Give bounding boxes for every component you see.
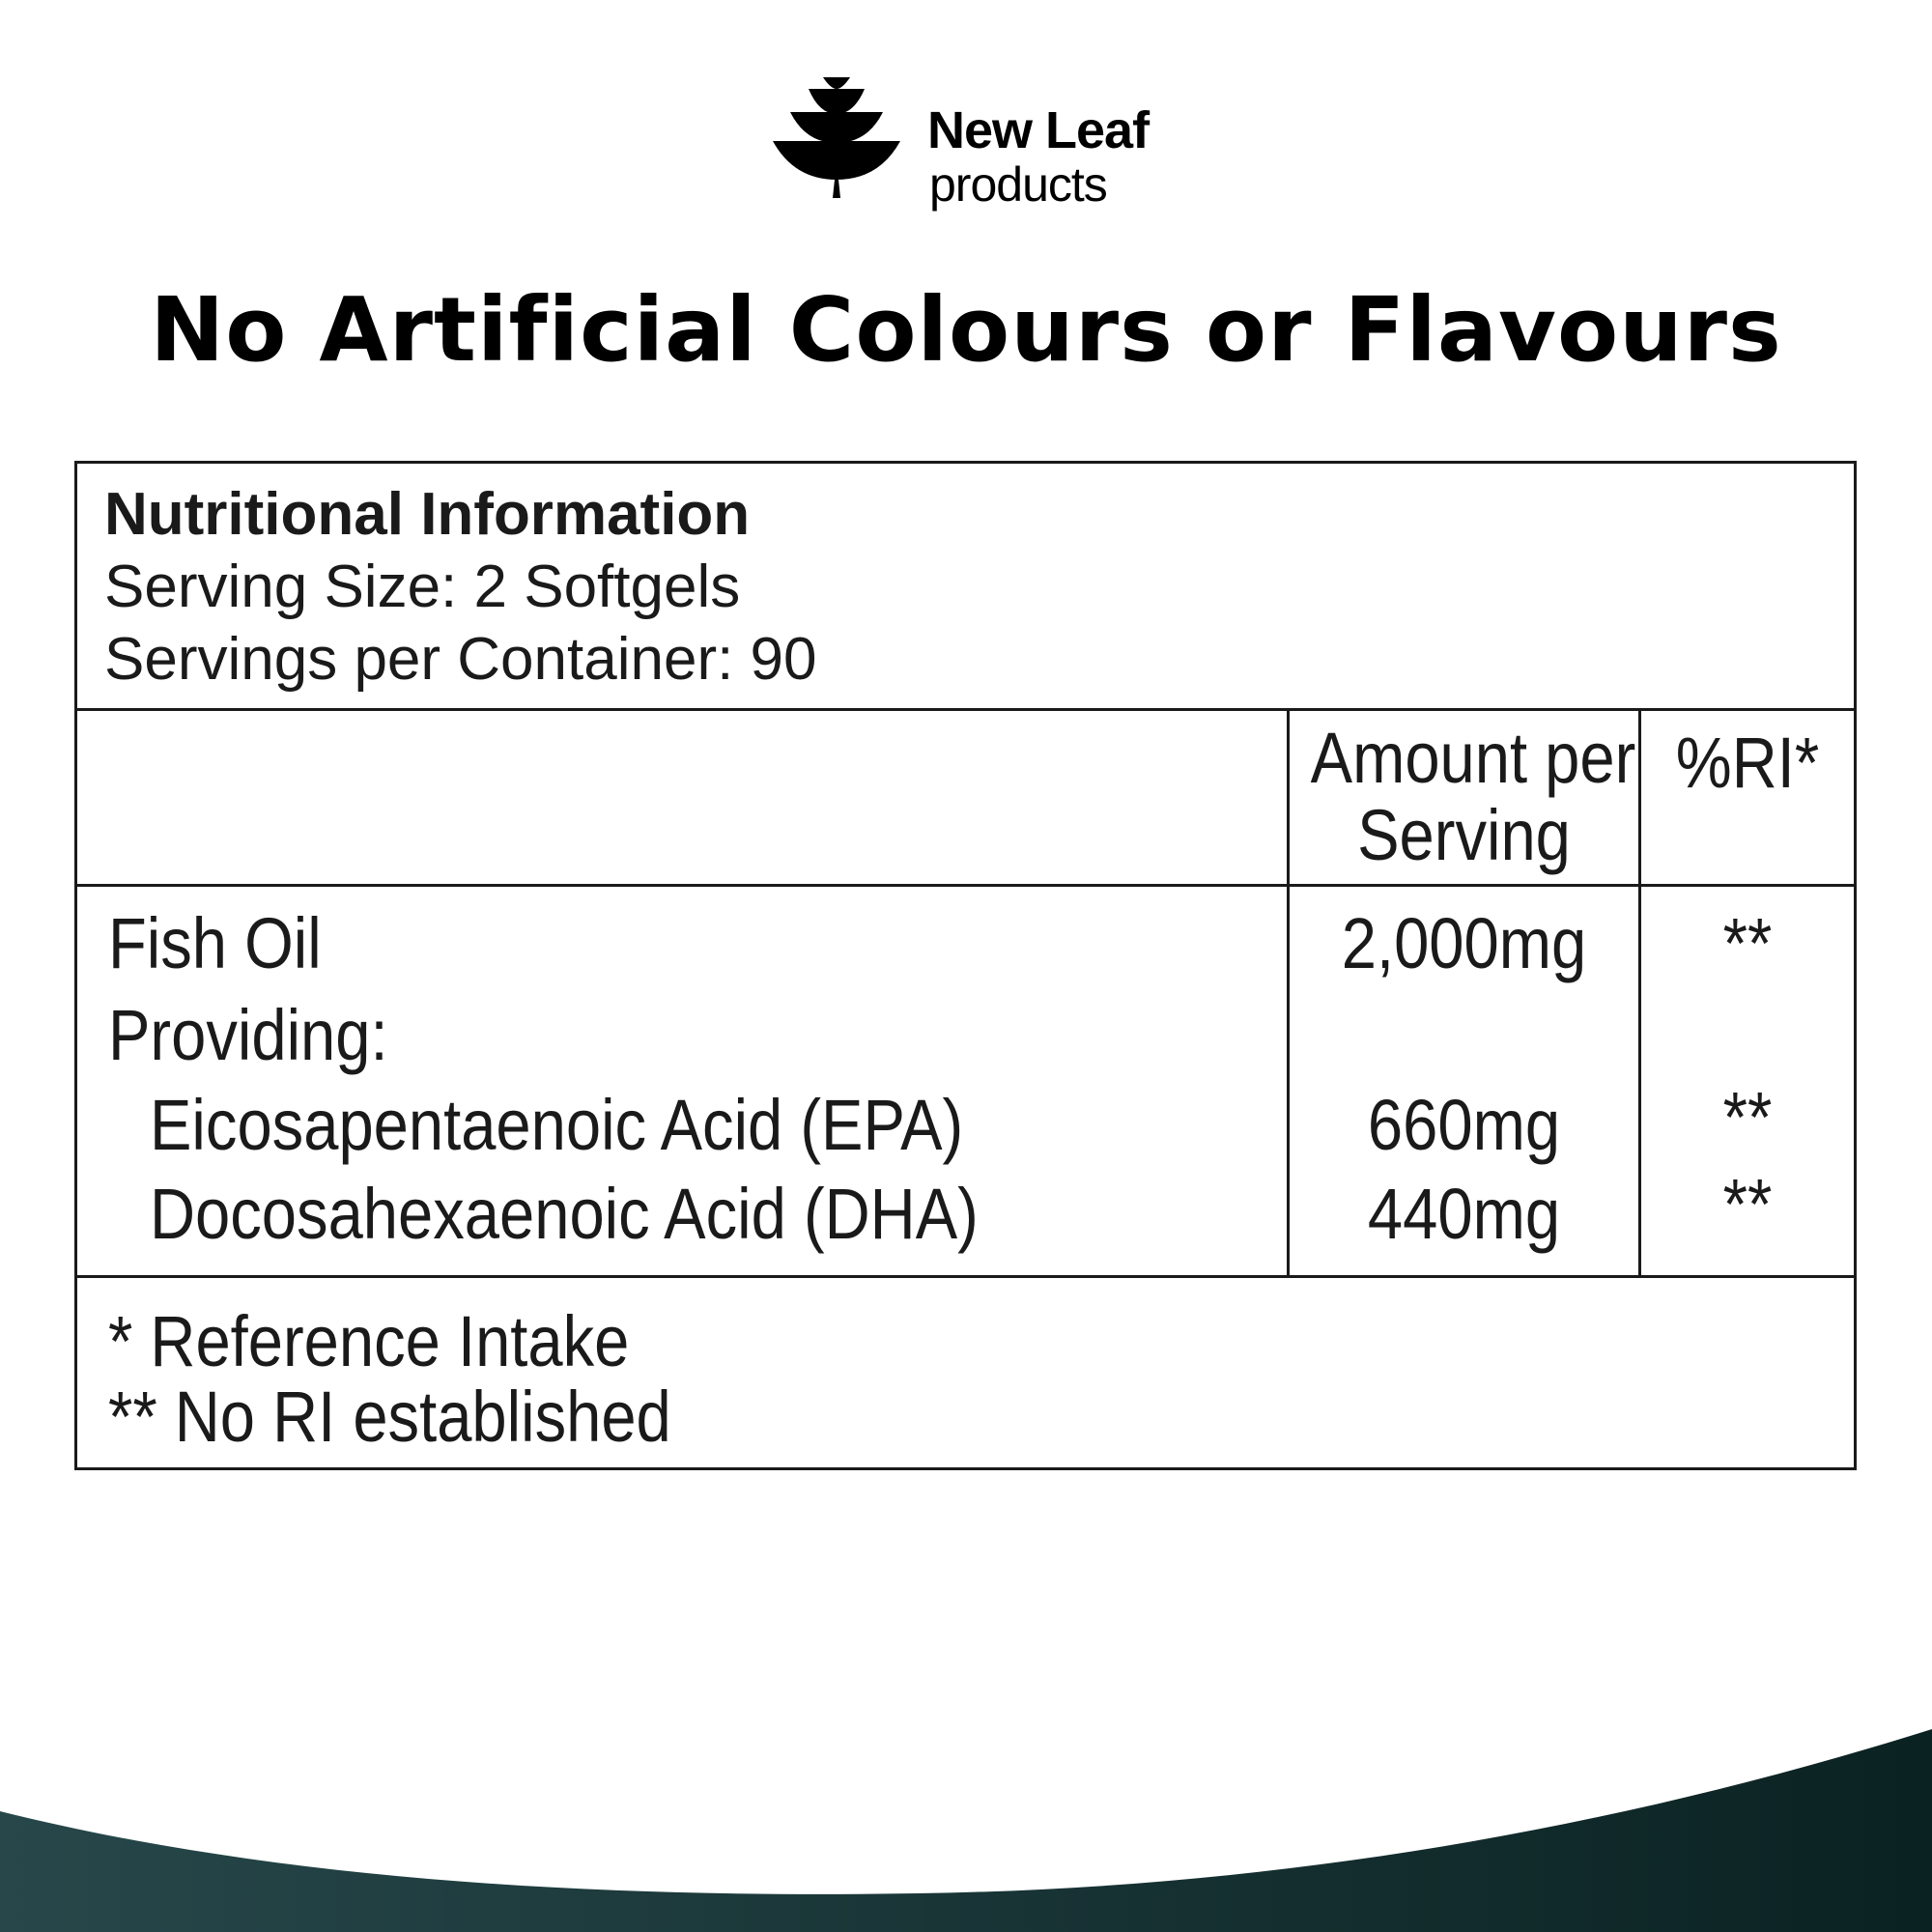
amount-header-line2: Serving (1357, 795, 1571, 875)
brand-name: New Leaf (927, 101, 1150, 159)
brand-logo: New Leaf products (773, 75, 1179, 211)
row-amount: 440mg (1367, 1174, 1561, 1254)
nutrition-table: Nutritional Information Serving Size: 2 … (74, 461, 1857, 1470)
divider (77, 708, 1854, 711)
column-divider (1638, 708, 1641, 1278)
row-name: Docosahexaenoic Acid (DHA) (150, 1174, 979, 1254)
row-ri: ** (1722, 1077, 1773, 1157)
row-amount: 660mg (1367, 1085, 1561, 1165)
ri-header: %RI* (1675, 723, 1820, 803)
divider (77, 1275, 1854, 1278)
row-ri: ** (1722, 1164, 1773, 1244)
row-ri: ** (1722, 903, 1773, 983)
divider (77, 884, 1854, 887)
footnote-ri: * Reference Intake (108, 1301, 630, 1381)
footnote-no-ri: ** No RI established (108, 1377, 671, 1457)
brand-subtitle: products (929, 157, 1108, 212)
row-name: Fish Oil (108, 903, 322, 983)
column-divider (1287, 708, 1290, 1278)
row-name: Providing: (108, 995, 388, 1075)
headline: No Artificial Colours or Flavours (150, 278, 1782, 382)
tree-logo-icon (773, 77, 900, 198)
amount-header-line1: Amount per (1310, 718, 1636, 798)
servings-per-container: Servings per Container: 90 (104, 626, 817, 693)
row-name: Eicosapentaenoic Acid (EPA) (150, 1085, 964, 1165)
serving-size: Serving Size: 2 Softgels (104, 554, 741, 620)
panel-title: Nutritional Information (104, 481, 751, 548)
row-amount: 2,000mg (1341, 903, 1587, 983)
